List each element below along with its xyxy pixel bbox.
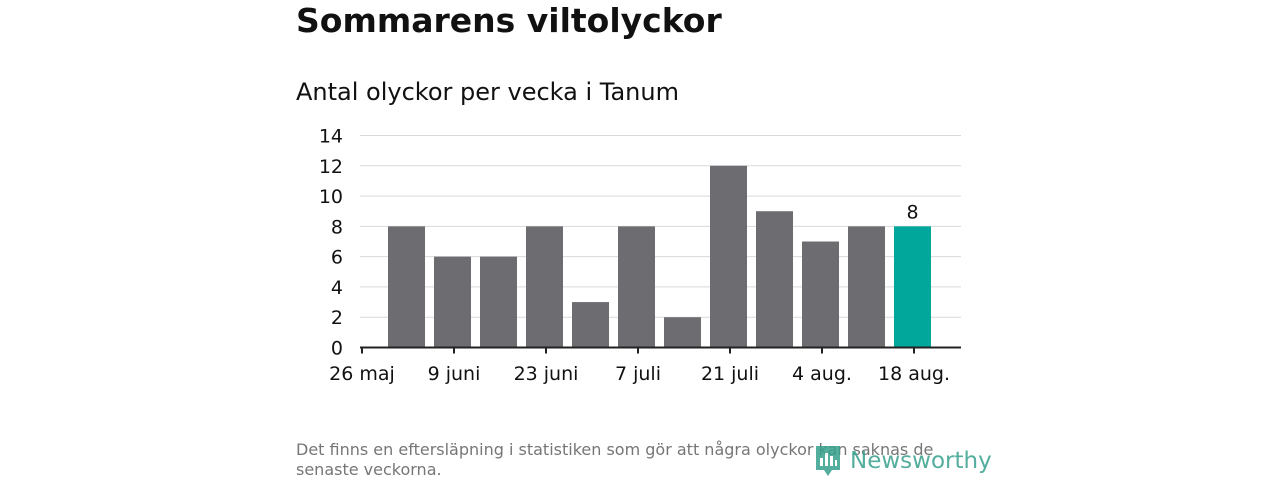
y-tick-label: 4 bbox=[331, 277, 343, 299]
x-tick-label: 4 aug. bbox=[792, 363, 852, 385]
chart-subtitle: Antal olyckor per vecka i Tanum bbox=[296, 78, 679, 106]
x-tick-label: 18 aug. bbox=[878, 363, 950, 385]
y-tick-label: 6 bbox=[331, 247, 343, 269]
newsworthy-chart-icon bbox=[816, 446, 840, 476]
x-tick-label: 23 juni bbox=[514, 363, 579, 385]
x-tick-label: 9 juni bbox=[428, 363, 481, 385]
bar bbox=[388, 226, 425, 348]
bar bbox=[664, 317, 701, 348]
footnote: Det finns en eftersläpning i statistiken… bbox=[296, 440, 934, 479]
x-tick-label: 7 juli bbox=[615, 363, 661, 385]
y-tick-label: 0 bbox=[331, 338, 343, 360]
page-title: Sommarens viltolyckor bbox=[296, 1, 722, 40]
bar bbox=[572, 302, 609, 348]
bar bbox=[480, 256, 517, 348]
bar bbox=[526, 226, 563, 348]
bar bbox=[434, 256, 471, 348]
data-label: 8 bbox=[906, 201, 918, 223]
bar bbox=[802, 241, 839, 348]
newsworthy-logo: Newsworthy bbox=[814, 444, 992, 478]
x-tick-label: 21 juli bbox=[701, 363, 759, 385]
bar bbox=[618, 226, 655, 348]
y-tick-label: 14 bbox=[319, 126, 343, 148]
bar bbox=[756, 211, 793, 348]
bar bbox=[710, 165, 747, 348]
bar bbox=[848, 226, 885, 348]
logo-text: Newsworthy bbox=[850, 448, 992, 474]
x-tick-label: 26 maj bbox=[329, 363, 395, 385]
y-tick-label: 10 bbox=[319, 186, 343, 208]
y-tick-label: 8 bbox=[331, 216, 343, 238]
y-tick-label: 2 bbox=[331, 307, 343, 329]
bar-highlight bbox=[894, 226, 931, 348]
y-tick-label: 12 bbox=[319, 156, 343, 178]
